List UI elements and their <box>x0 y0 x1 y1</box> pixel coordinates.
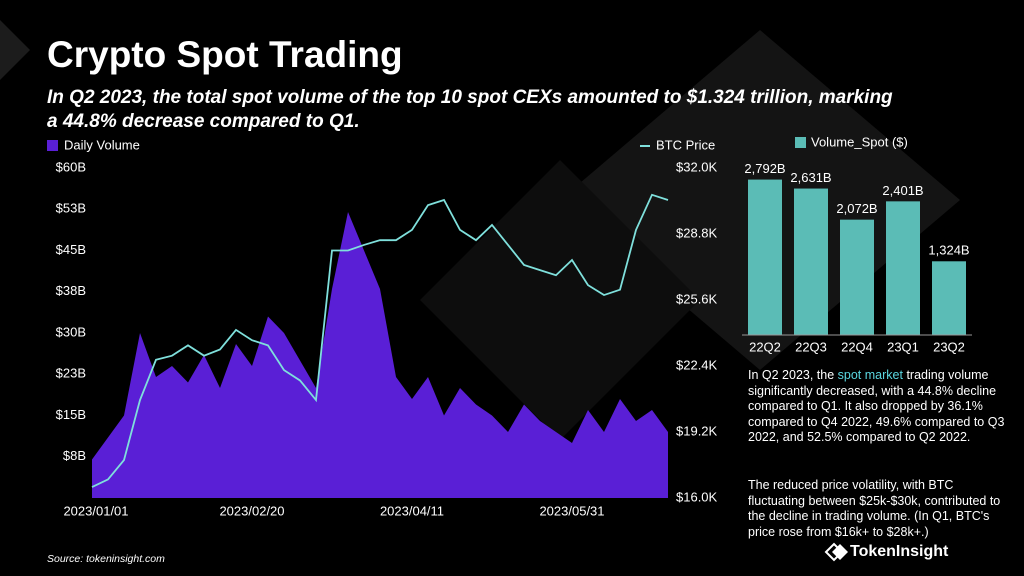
y2-tick-label: $19.2K <box>676 423 718 438</box>
bar <box>748 179 782 335</box>
y-tick-label: $15B <box>56 407 86 422</box>
x-tick-label: 22Q4 <box>841 339 873 354</box>
y-tick-label: $53B <box>56 201 86 216</box>
bar <box>840 219 874 335</box>
decoration <box>0 20 30 80</box>
y2-tick-label: $28.8K <box>676 225 718 240</box>
x-tick-label: 23Q2 <box>933 339 965 354</box>
y2-tick-label: $32.0K <box>676 159 718 174</box>
note: The reduced price volatility, with BTC f… <box>748 478 1008 540</box>
price-line <box>91 193 669 488</box>
logo-icon <box>824 542 848 562</box>
legend-swatch <box>47 140 58 151</box>
legend-swatch <box>795 137 806 148</box>
legend-label: Volume_Spot ($) <box>811 134 908 149</box>
page-title: Crypto Spot Trading <box>47 34 403 75</box>
bar-value-label: 2,072B <box>836 201 877 216</box>
x-tick-label: 22Q3 <box>795 339 827 354</box>
note-highlight: spot market <box>837 368 903 382</box>
y2-tick-label: $25.6K <box>676 291 718 306</box>
y2-tick-label: $16.0K <box>676 489 718 504</box>
bar <box>886 201 920 335</box>
bar-value-label: 2,631B <box>790 170 831 185</box>
subtitle: In Q2 2023, the total spot volume of the… <box>47 86 893 134</box>
decoration <box>420 160 700 440</box>
note-text: trading volume significantly decreased, … <box>748 368 1005 444</box>
y-tick-label: $30B <box>56 324 86 339</box>
y-tick-label: $38B <box>56 283 86 298</box>
subtitle-line: a 44.8% decrease compared to Q1. <box>47 111 360 132</box>
y-tick-label: $8B <box>63 448 86 463</box>
x-tick-label: 2023/02/20 <box>219 503 284 518</box>
bar-value-label: 2,401B <box>882 183 923 198</box>
note-text: In Q2 2023, the <box>748 368 838 382</box>
legend-label: BTC Price <box>656 137 715 152</box>
source: Source: tokeninsight.com <box>47 553 165 565</box>
x-tick-label: 2023/05/31 <box>539 503 604 518</box>
x-tick-label: 23Q1 <box>887 339 919 354</box>
x-tick-label: 22Q2 <box>749 339 781 354</box>
volume-area <box>92 212 668 498</box>
y-tick-label: $60B <box>56 159 86 174</box>
y-tick-label: $23B <box>56 366 86 381</box>
subtitle-line: In Q2 2023, the total spot volume of the… <box>47 87 893 108</box>
y2-tick-label: $22.4K <box>676 357 718 372</box>
bar <box>932 261 966 335</box>
bar-value-label: 1,324B <box>928 243 969 258</box>
x-tick-label: 2023/01/01 <box>63 503 128 518</box>
x-tick-label: 2023/04/11 <box>380 503 444 518</box>
note: In Q2 2023, the spot market trading volu… <box>748 368 1008 446</box>
note-text: The reduced price volatility, with BTC f… <box>748 478 1001 539</box>
bar <box>794 188 828 335</box>
logo: TokenInsight <box>850 543 949 560</box>
legend-label: Daily Volume <box>64 137 140 152</box>
bar-value-label: 2,792B <box>744 161 785 176</box>
y-tick-label: $45B <box>56 242 86 257</box>
